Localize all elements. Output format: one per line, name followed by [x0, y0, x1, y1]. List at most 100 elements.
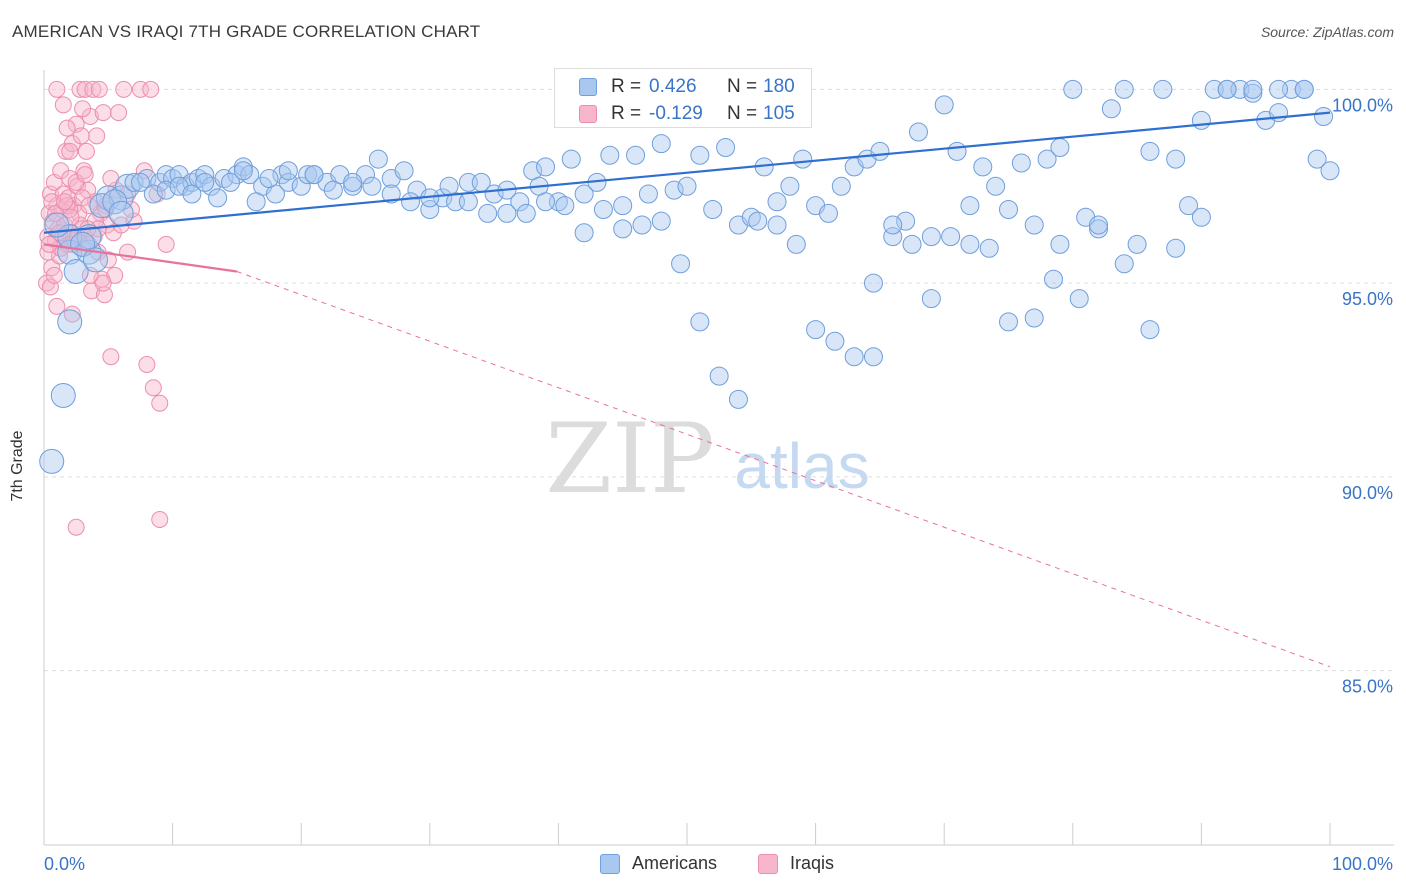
american-point: [593, 200, 613, 219]
american-point: [323, 180, 343, 200]
american-point: [870, 141, 890, 161]
american-point: [394, 161, 414, 181]
x-tick-label-max: 100.0%: [1332, 854, 1393, 874]
american-point: [1050, 234, 1070, 254]
american-point: [986, 176, 1006, 196]
iraqis-legend-label: Iraqis: [790, 853, 835, 873]
american-point: [420, 200, 440, 219]
american-point: [401, 192, 421, 212]
american-point: [439, 176, 459, 196]
american-point: [600, 145, 620, 165]
american-point: [63, 259, 89, 284]
american-point: [76, 224, 102, 250]
trend-lines: [43, 111, 1331, 668]
american-point: [574, 184, 594, 204]
american-point: [896, 211, 916, 231]
american-point: [143, 184, 163, 204]
american-point: [1089, 219, 1109, 239]
american-point: [343, 172, 363, 192]
american-point: [613, 196, 633, 216]
american-point: [728, 389, 748, 409]
iraqis-n-label: N =: [727, 103, 758, 124]
american-point: [1114, 79, 1134, 99]
american-point: [973, 157, 993, 177]
american-point: [1089, 215, 1109, 235]
iraqi-point: [94, 274, 112, 292]
american-point: [690, 145, 710, 165]
american-point: [767, 192, 787, 212]
iraqi-point: [88, 127, 106, 145]
iraqi-point: [67, 518, 85, 536]
americans-legend-swatch: [600, 854, 620, 874]
iraqi-point: [71, 80, 89, 98]
american-point: [883, 215, 903, 235]
y-tick-label: 85.0%: [1342, 677, 1393, 697]
american-point: [1191, 110, 1211, 130]
american-point: [1320, 161, 1340, 181]
american-point: [921, 289, 941, 309]
watermark-zip: ZIP: [545, 403, 714, 515]
american-point: [278, 161, 298, 181]
chart-title: AMERICAN VS IRAQI 7TH GRADE CORRELATION …: [12, 22, 481, 41]
american-point: [130, 172, 150, 192]
y-tick-label: 95.0%: [1342, 289, 1393, 309]
americans-swatch: [579, 78, 597, 96]
series-legend: Americans Iraqis: [0, 852, 1406, 876]
y-tick-label: 100.0%: [1332, 95, 1393, 115]
american-point: [195, 165, 215, 185]
iraqi-point: [144, 379, 162, 397]
american-point: [1101, 99, 1121, 119]
american-point: [767, 215, 787, 235]
american-point: [304, 165, 324, 185]
american-point: [39, 448, 65, 474]
american-point: [1037, 149, 1057, 169]
americans-trend-line: [43, 111, 1331, 234]
axes: [43, 70, 1394, 846]
american-point: [1050, 138, 1070, 157]
americans-n-label: N =: [727, 76, 758, 97]
american-point: [793, 149, 813, 169]
american-point: [613, 219, 633, 239]
american-point: [638, 184, 658, 204]
iraqis-trend-line-solid: [43, 243, 238, 273]
legend-row-iraqis: R = -0.129 N = 105: [555, 101, 811, 127]
iraqi-point: [56, 193, 74, 211]
american-point: [1024, 215, 1044, 235]
iraqi-point: [84, 80, 102, 98]
american-point: [999, 200, 1018, 219]
iraqi-point: [45, 266, 63, 284]
iraqi-point: [54, 96, 72, 114]
american-point: [50, 383, 76, 408]
american-point: [999, 312, 1018, 332]
iraqi-point: [72, 127, 90, 145]
american-point: [362, 176, 382, 196]
iraqis-trend-line-dashed: [236, 271, 1331, 668]
american-point: [536, 157, 556, 177]
american-point: [902, 234, 922, 254]
american-point: [1011, 153, 1031, 173]
american-point: [960, 196, 980, 216]
american-point: [1069, 289, 1089, 309]
iraqi-point: [151, 394, 169, 412]
americans-legend-label: Americans: [632, 853, 718, 873]
iraqis-r-value: -0.129: [649, 103, 703, 124]
iraqi-point: [74, 100, 92, 118]
american-point: [156, 180, 176, 200]
american-point: [1166, 238, 1186, 258]
american-point: [806, 320, 826, 340]
iraqi-point: [151, 511, 169, 528]
american-point: [947, 141, 967, 161]
american-point: [1307, 149, 1327, 169]
american-point: [381, 184, 401, 204]
american-point: [478, 203, 498, 223]
axis-tick-labels: 100.0% 95.0% 90.0% 85.0% 0.0% 100.0%: [44, 95, 1393, 874]
iraqi-point: [157, 235, 175, 253]
iraqi-point: [62, 208, 80, 226]
american-point: [1140, 320, 1160, 340]
y-tick-label: 90.0%: [1342, 483, 1393, 503]
american-point: [82, 247, 108, 273]
american-point: [124, 172, 144, 192]
american-point: [536, 192, 556, 212]
american-point: [780, 176, 800, 196]
